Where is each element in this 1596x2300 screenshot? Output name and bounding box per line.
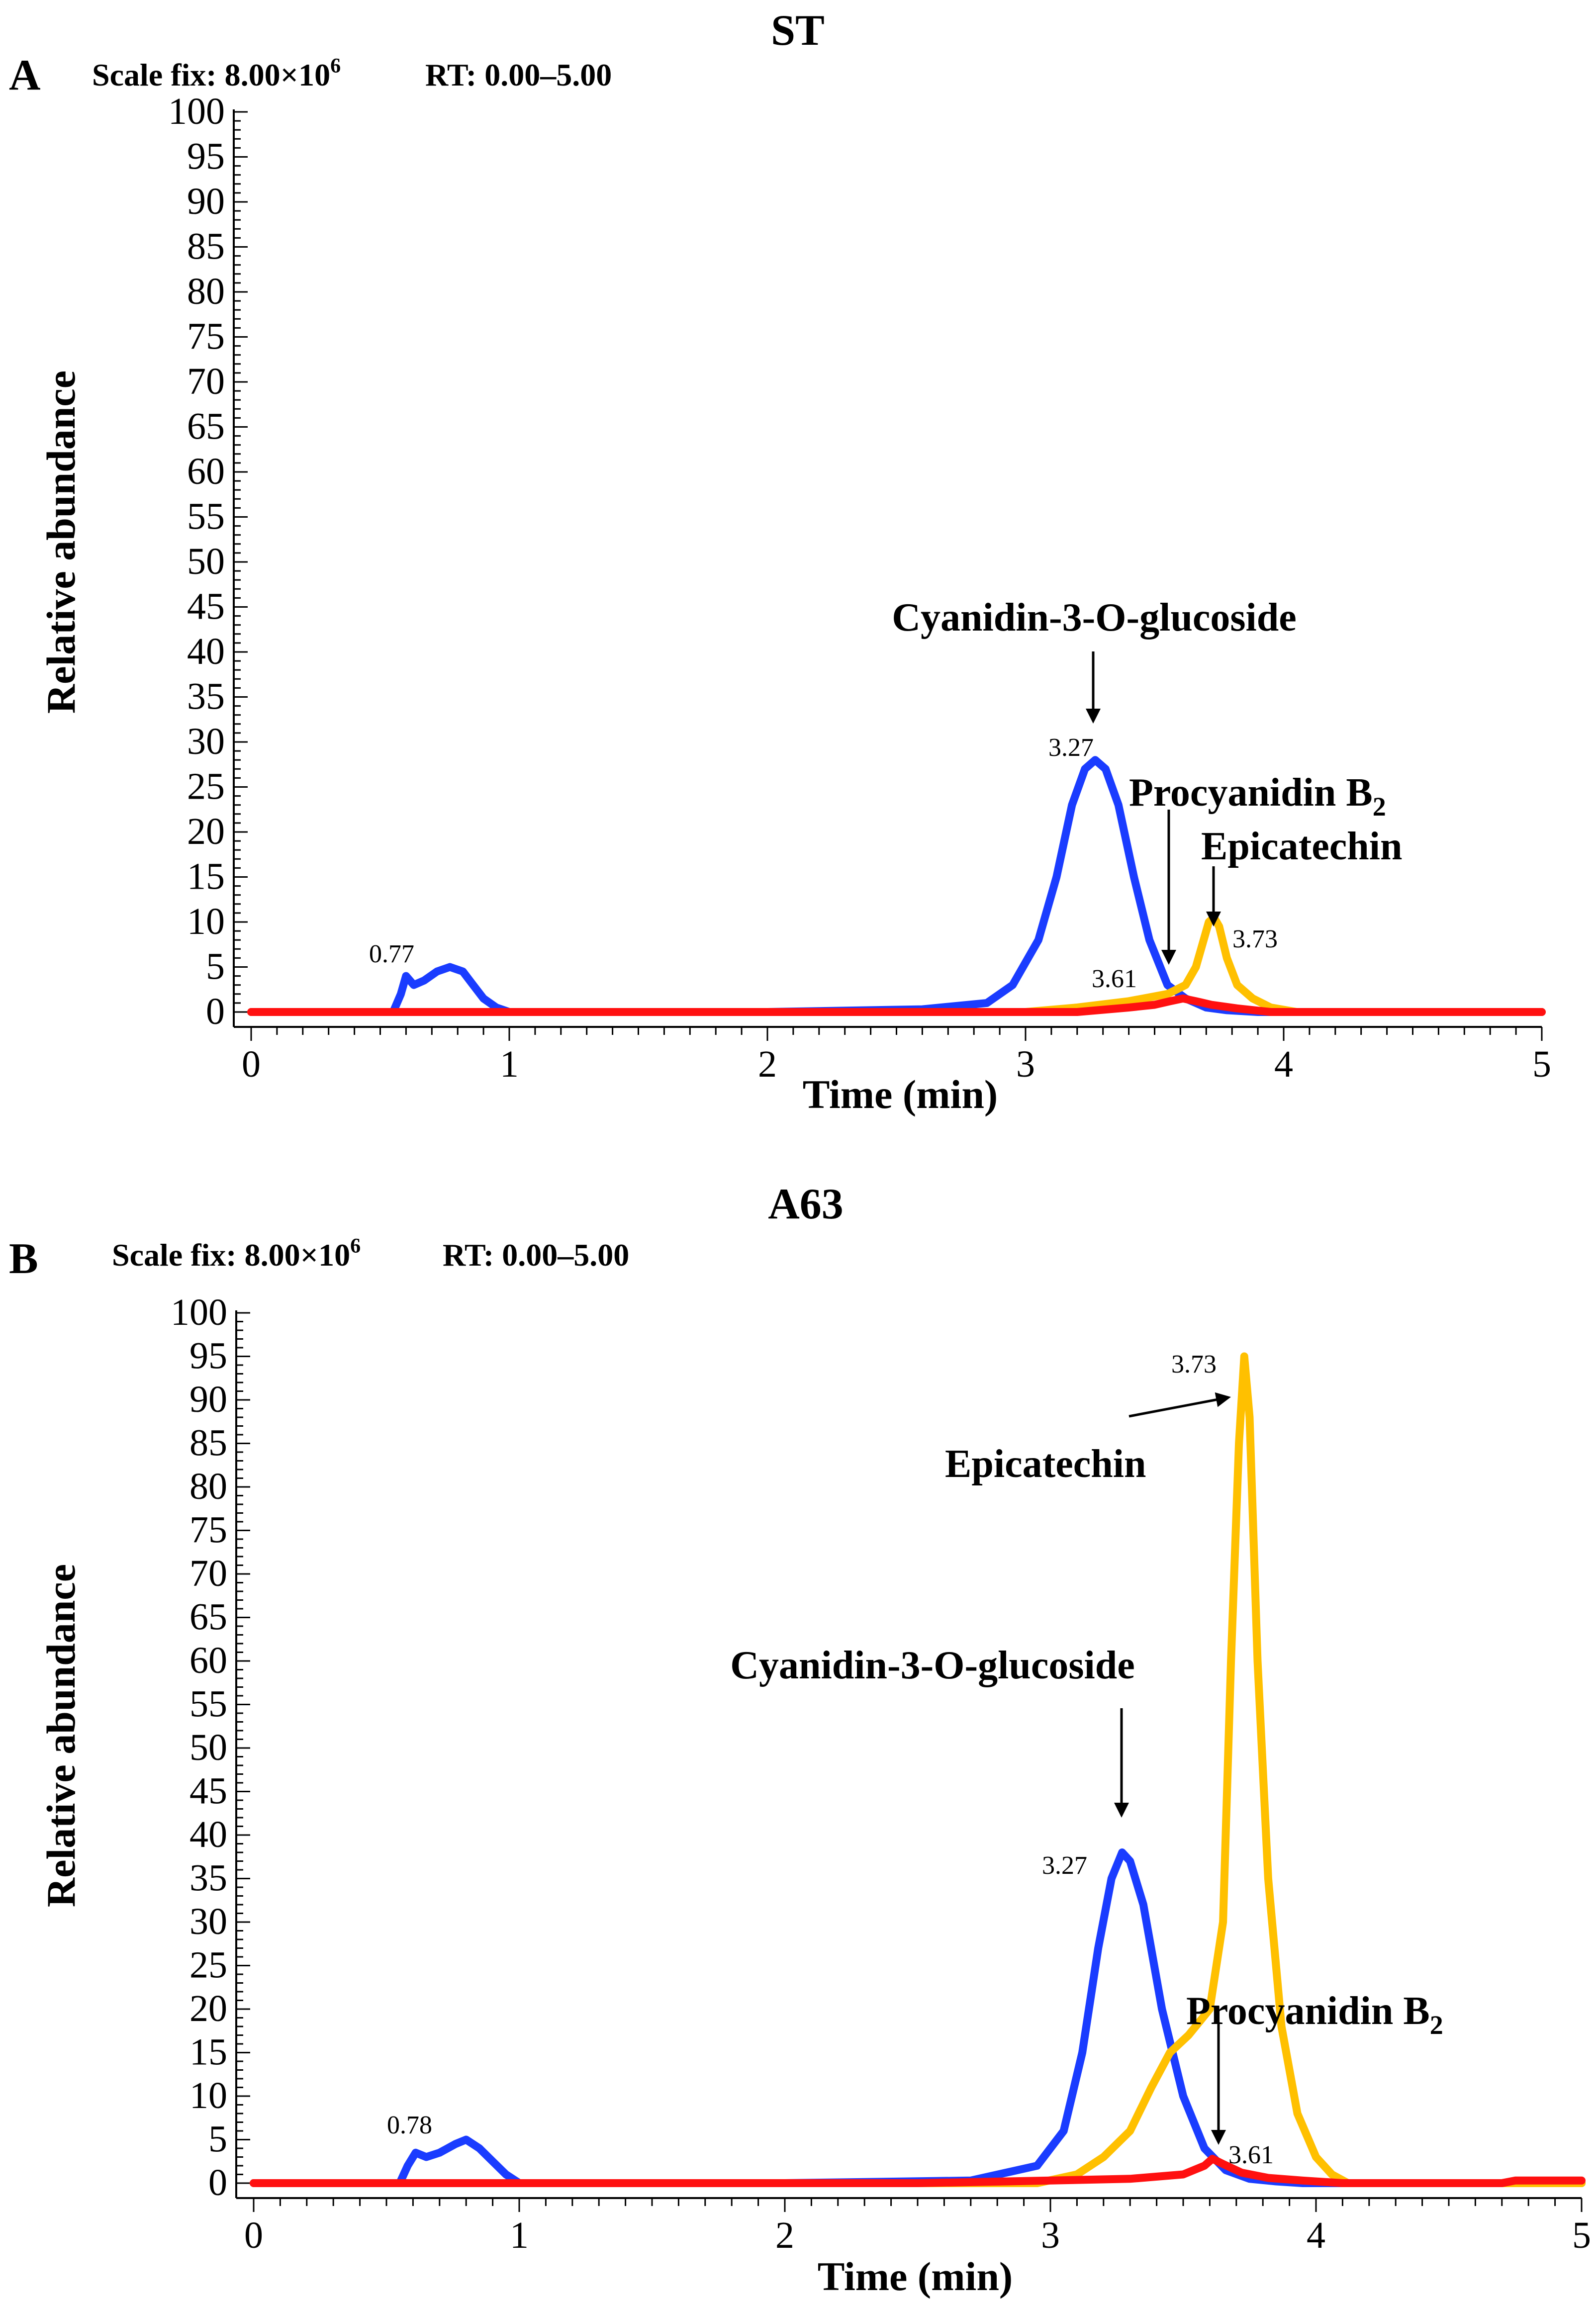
panel-b-y-tick-label: 10 <box>189 2075 227 2116</box>
panel-b-y-tick-label: 35 <box>189 1857 227 1899</box>
panel-a-y-tick-label: 95 <box>187 136 225 178</box>
panel-a-rt-range: RT: 0.00–5.00 <box>425 57 612 92</box>
panel-a-peak-label-0-77: 0.77 <box>369 940 414 968</box>
panel-b-series-epicatechin <box>250 1352 1586 2187</box>
panel-a-x-tick-label: 2 <box>758 1043 777 1085</box>
panel-b-x-axis-label: Time (min) <box>818 2254 1013 2299</box>
panel-b-epicatechin-arrow <box>1128 1392 1231 1418</box>
panel-a-y-tick-label: 40 <box>187 631 225 672</box>
panel-b-x-tick-label: 5 <box>1572 2214 1591 2256</box>
panel-b-y-tick-label: 25 <box>189 1944 227 1986</box>
panel-b-y-tick-label: 5 <box>208 2118 227 2160</box>
panel-a-peak-label-3-61: 3.61 <box>1092 965 1137 993</box>
panel-b-epicatechin-label: Epicatechin <box>945 1442 1146 1486</box>
panel-a-x-tick-label: 0 <box>242 1043 261 1085</box>
panel-a-y-tick-label: 10 <box>187 901 225 942</box>
panel-a-scale-fix: Scale fix: 8.00×106 <box>92 55 341 92</box>
panel-a-y-tick-label: 60 <box>187 451 225 492</box>
panel-b-x-tick-label: 2 <box>775 2214 794 2256</box>
panel-a-procyanidin-label: Procyanidin B2 <box>1129 771 1386 822</box>
panel-a-y-tick-label: 30 <box>187 721 225 762</box>
panel-a-series-procyanidin-b2 <box>247 994 1546 1016</box>
panel-a-y-tick-label: 15 <box>187 856 225 898</box>
panel-b-scale-fix: Scale fix: 8.00×106 <box>112 1235 361 1273</box>
panel-a-y-tick-label: 100 <box>168 91 225 132</box>
panel-b: A63 B Scale fix: 8.00×106 RT: 0.00–5.00 … <box>9 1180 1591 2299</box>
panel-b-procyanidin-label: Procyanidin B2 <box>1186 1989 1443 2040</box>
panel-a-y-tick-label: 25 <box>187 766 225 808</box>
panel-a-peak-label-3-73: 3.73 <box>1232 925 1278 953</box>
panel-b-y-tick-label: 40 <box>189 1814 227 1855</box>
panel-b-y-tick-label: 15 <box>189 2031 227 2073</box>
panel-b-y-tick-label: 55 <box>189 1683 227 1725</box>
panel-b-y-tick-label: 60 <box>189 1640 227 1681</box>
panel-a-y-tick-label: 55 <box>187 496 225 538</box>
panel-b-y-tick-label: 50 <box>189 1727 227 1768</box>
panel-b-peak-label-0-78: 0.78 <box>387 2111 432 2139</box>
panel-b-peak-label-3-61: 3.61 <box>1228 2141 1274 2169</box>
panel-a-y-tick-label: 45 <box>187 586 225 628</box>
panel-a-y-tick-label: 70 <box>187 361 225 402</box>
panel-b-axes: 0510152025303540455055606570758085909510… <box>171 1291 1591 2256</box>
panel-a-title: ST <box>771 6 825 55</box>
panel-b-y-tick-label: 80 <box>189 1466 227 1507</box>
panel-b-y-tick-label: 70 <box>189 1553 227 1594</box>
panel-a-cyanidin-label: Cyanidin-3-O-glucoside <box>892 596 1296 640</box>
panel-b-peak-label-3-73: 3.73 <box>1171 1350 1217 1379</box>
panel-a-y-tick-label: 50 <box>187 541 225 582</box>
panel-a-x-tick-label: 3 <box>1016 1043 1035 1085</box>
panel-a-y-tick-label: 0 <box>206 991 225 1032</box>
panel-b-x-tick-label: 3 <box>1041 2214 1060 2256</box>
panel-a-y-tick-label: 85 <box>187 226 225 268</box>
panel-b-y-axis-label: Relative abundance <box>38 1564 84 1907</box>
panel-b-y-tick-label: 0 <box>208 2162 227 2204</box>
panel-b-y-tick-label: 75 <box>189 1509 227 1551</box>
panel-b-y-tick-label: 95 <box>189 1335 227 1377</box>
panel-b-series <box>250 1352 1586 2187</box>
panel-b-rt-range: RT: 0.00–5.00 <box>443 1237 629 1273</box>
panel-b-series-cyanidin-3-o-glucoside <box>250 1848 1586 2187</box>
panel-b-cyanidin-label: Cyanidin-3-O-glucoside <box>730 1644 1134 1687</box>
panel-b-peak-label-3-27: 3.27 <box>1042 1851 1087 1880</box>
panel-b-y-tick-label: 65 <box>189 1596 227 1638</box>
panel-a-x-axis-label: Time (min) <box>803 1072 998 1117</box>
panel-b-x-tick-label: 0 <box>244 2214 263 2256</box>
panel-a-x-tick-label: 5 <box>1532 1043 1551 1085</box>
panel-b-y-tick-label: 100 <box>171 1291 227 1333</box>
panel-a-y-tick-label: 90 <box>187 181 225 222</box>
panel-a-series-cyanidin-3-o-glucoside <box>247 756 1546 1016</box>
panel-a-epicatechin-label: Epicatechin <box>1201 825 1402 868</box>
panel-a-axes: 0510152025303540455055606570758085909510… <box>168 91 1551 1085</box>
panel-b-letter: B <box>9 1235 38 1283</box>
panel-a-x-tick-label: 4 <box>1274 1043 1293 1085</box>
panel-a-y-tick-label: 80 <box>187 271 225 312</box>
panel-b-y-tick-label: 30 <box>189 1901 227 1942</box>
panel-a-y-tick-label: 20 <box>187 811 225 852</box>
panel-a-peak-label-3-27: 3.27 <box>1048 734 1094 762</box>
panel-a-y-tick-label: 5 <box>206 946 225 988</box>
panel-b-y-tick-label: 85 <box>189 1422 227 1464</box>
panel-a-x-tick-label: 1 <box>500 1043 519 1085</box>
panel-b-series-procyanidin-b2 <box>250 2155 1586 2187</box>
panel-b-title: A63 <box>768 1180 844 1228</box>
panel-b-x-tick-label: 1 <box>510 2214 529 2256</box>
panel-b-x-tick-label: 4 <box>1307 2214 1325 2256</box>
panel-b-y-tick-label: 45 <box>189 1770 227 1812</box>
panel-a-y-tick-label: 35 <box>187 676 225 718</box>
panel-a-y-axis-label: Relative abundance <box>38 370 84 714</box>
panel-a-letter: A <box>9 51 41 99</box>
panel-a: ST A Scale fix: 8.00×106 RT: 0.00–5.00 R… <box>9 6 1551 1117</box>
panel-a-y-tick-label: 75 <box>187 316 225 358</box>
panel-b-y-tick-label: 90 <box>189 1379 227 1420</box>
panel-a-y-tick-label: 65 <box>187 406 225 448</box>
panel-b-y-tick-label: 20 <box>189 1988 227 2029</box>
